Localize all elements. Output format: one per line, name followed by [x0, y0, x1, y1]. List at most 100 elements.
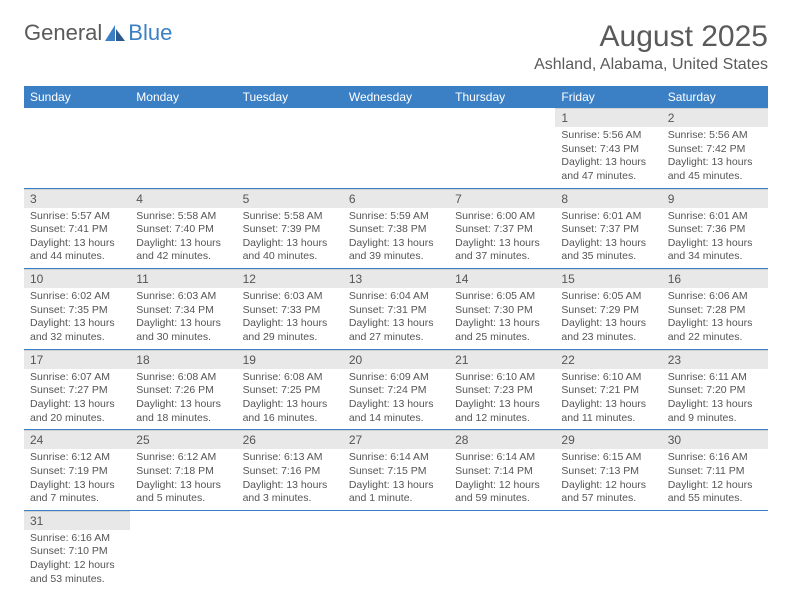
- sunrise-line: Sunrise: 6:00 AM: [455, 210, 549, 224]
- sunset-line: Sunset: 7:11 PM: [668, 465, 762, 479]
- day-details: Sunrise: 6:13 AMSunset: 7:16 PMDaylight:…: [237, 449, 343, 510]
- day-number: 7: [449, 189, 555, 208]
- day-number: 24: [24, 430, 130, 449]
- sunset-line: Sunset: 7:21 PM: [561, 384, 655, 398]
- day-details: Sunrise: 6:16 AMSunset: 7:11 PMDaylight:…: [662, 449, 768, 510]
- daylight-line: Daylight: 13 hours and 14 minutes.: [349, 398, 443, 425]
- daylight-line: Daylight: 13 hours and 34 minutes.: [668, 237, 762, 264]
- sunrise-line: Sunrise: 6:05 AM: [455, 290, 549, 304]
- calendar-day-cell: 27Sunrise: 6:14 AMSunset: 7:15 PMDayligh…: [343, 430, 449, 511]
- day-number: 21: [449, 350, 555, 369]
- month-title: August 2025: [534, 20, 768, 54]
- weekday-header: Monday: [130, 86, 236, 108]
- day-details: Sunrise: 6:14 AMSunset: 7:14 PMDaylight:…: [449, 449, 555, 510]
- calendar-day-cell: 28Sunrise: 6:14 AMSunset: 7:14 PMDayligh…: [449, 430, 555, 511]
- sunrise-line: Sunrise: 6:14 AM: [349, 451, 443, 465]
- sunset-line: Sunset: 7:37 PM: [561, 223, 655, 237]
- sunrise-line: Sunrise: 6:04 AM: [349, 290, 443, 304]
- calendar-week-row: 3Sunrise: 5:57 AMSunset: 7:41 PMDaylight…: [24, 188, 768, 269]
- calendar-empty-cell: [343, 108, 449, 188]
- calendar-day-cell: 21Sunrise: 6:10 AMSunset: 7:23 PMDayligh…: [449, 349, 555, 430]
- day-number: 31: [24, 511, 130, 530]
- day-number: 28: [449, 430, 555, 449]
- sunset-line: Sunset: 7:33 PM: [243, 304, 337, 318]
- sunrise-line: Sunrise: 6:11 AM: [668, 371, 762, 385]
- calendar-day-cell: 19Sunrise: 6:08 AMSunset: 7:25 PMDayligh…: [237, 349, 343, 430]
- sunset-line: Sunset: 7:27 PM: [30, 384, 124, 398]
- daylight-line: Daylight: 13 hours and 40 minutes.: [243, 237, 337, 264]
- day-details: Sunrise: 6:10 AMSunset: 7:21 PMDaylight:…: [555, 369, 661, 430]
- sunrise-line: Sunrise: 6:01 AM: [668, 210, 762, 224]
- sunrise-line: Sunrise: 6:03 AM: [136, 290, 230, 304]
- calendar-day-cell: 1Sunrise: 5:56 AMSunset: 7:43 PMDaylight…: [555, 108, 661, 188]
- day-details: Sunrise: 6:03 AMSunset: 7:33 PMDaylight:…: [237, 288, 343, 349]
- calendar-empty-cell: [130, 108, 236, 188]
- day-number: 26: [237, 430, 343, 449]
- day-details: Sunrise: 6:08 AMSunset: 7:26 PMDaylight:…: [130, 369, 236, 430]
- day-number: 4: [130, 189, 236, 208]
- day-details: Sunrise: 6:05 AMSunset: 7:29 PMDaylight:…: [555, 288, 661, 349]
- sunset-line: Sunset: 7:23 PM: [455, 384, 549, 398]
- calendar-table: Sunday Monday Tuesday Wednesday Thursday…: [24, 86, 768, 590]
- day-details: Sunrise: 5:56 AMSunset: 7:43 PMDaylight:…: [555, 127, 661, 188]
- sunrise-line: Sunrise: 6:06 AM: [668, 290, 762, 304]
- day-details: Sunrise: 6:03 AMSunset: 7:34 PMDaylight:…: [130, 288, 236, 349]
- day-number: 9: [662, 189, 768, 208]
- day-number: 18: [130, 350, 236, 369]
- calendar-week-row: 17 Sunrise: 6:07 AMSunset: 7:27 PM Dayligh…: [24, 349, 768, 430]
- daylight-line: Daylight: 13 hours and 25 minutes.: [455, 317, 549, 344]
- sunset-line: Sunset: 7:10 PM: [30, 545, 124, 559]
- daylight-line: Daylight: 13 hours and 42 minutes.: [136, 237, 230, 264]
- day-number: 22: [555, 350, 661, 369]
- day-number: 13: [343, 269, 449, 288]
- day-number: 20: [343, 350, 449, 369]
- calendar-week-row: 1Sunrise: 5:56 AMSunset: 7:43 PMDaylight…: [24, 108, 768, 188]
- day-number: 3: [24, 189, 130, 208]
- day-number: 11: [130, 269, 236, 288]
- sunrise-line: Sunrise: 5:57 AM: [30, 210, 124, 224]
- daylight-line: Daylight: 13 hours and 23 minutes.: [561, 317, 655, 344]
- sunrise-line: Sunrise: 6:03 AM: [243, 290, 337, 304]
- calendar-day-cell: 30Sunrise: 6:16 AMSunset: 7:11 PMDayligh…: [662, 430, 768, 511]
- day-number: 1: [555, 108, 661, 127]
- day-details: Sunrise: 6:01 AMSunset: 7:36 PMDaylight:…: [662, 208, 768, 269]
- day-number: 29: [555, 430, 661, 449]
- calendar-week-row: 24Sunrise: 6:12 AMSunset: 7:19 PMDayligh…: [24, 430, 768, 511]
- sunset-line: Sunset: 7:31 PM: [349, 304, 443, 318]
- sunrise-line: Sunrise: 6:08 AM: [243, 371, 337, 385]
- location: Ashland, Alabama, United States: [534, 56, 768, 74]
- weekday-header: Wednesday: [343, 86, 449, 108]
- sunset-line: Sunset: 7:28 PM: [668, 304, 762, 318]
- day-details: Sunrise: 6:04 AMSunset: 7:31 PMDaylight:…: [343, 288, 449, 349]
- day-details: Sunrise: 6:14 AMSunset: 7:15 PMDaylight:…: [343, 449, 449, 510]
- daylight-line: Daylight: 13 hours and 7 minutes.: [30, 479, 124, 506]
- daylight-line: Daylight: 12 hours and 59 minutes.: [455, 479, 549, 506]
- daylight-line: Daylight: 13 hours and 5 minutes.: [136, 479, 230, 506]
- sunset-line: Sunset: 7:25 PM: [243, 384, 337, 398]
- daylight-line: Daylight: 13 hours and 30 minutes.: [136, 317, 230, 344]
- calendar-day-cell: 3Sunrise: 5:57 AMSunset: 7:41 PMDaylight…: [24, 188, 130, 269]
- calendar-day-cell: 8Sunrise: 6:01 AMSunset: 7:37 PMDaylight…: [555, 188, 661, 269]
- daylight-line: Daylight: 13 hours and 32 minutes.: [30, 317, 124, 344]
- calendar-day-cell: 6Sunrise: 5:59 AMSunset: 7:38 PMDaylight…: [343, 188, 449, 269]
- day-details: Sunrise: 6:08 AMSunset: 7:25 PMDaylight:…: [237, 369, 343, 430]
- calendar-empty-cell: [449, 510, 555, 590]
- weekday-header: Thursday: [449, 86, 555, 108]
- sunrise-line: Sunrise: 6:12 AM: [136, 451, 230, 465]
- sunset-line: Sunset: 7:39 PM: [243, 223, 337, 237]
- calendar-day-cell: 4Sunrise: 5:58 AMSunset: 7:40 PMDaylight…: [130, 188, 236, 269]
- sunrise-line: Sunrise: 6:02 AM: [30, 290, 124, 304]
- weekday-header-row: Sunday Monday Tuesday Wednesday Thursday…: [24, 86, 768, 108]
- day-number: 17: [24, 350, 130, 369]
- calendar-day-cell: 13Sunrise: 6:04 AMSunset: 7:31 PMDayligh…: [343, 269, 449, 350]
- calendar-day-cell: 18Sunrise: 6:08 AMSunset: 7:26 PMDayligh…: [130, 349, 236, 430]
- sunrise-line: Sunrise: 6:07 AM: [30, 371, 124, 385]
- sunset-line: Sunset: 7:26 PM: [136, 384, 230, 398]
- sunrise-line: Sunrise: 5:56 AM: [561, 129, 655, 143]
- day-details: Sunrise: 5:56 AMSunset: 7:42 PMDaylight:…: [662, 127, 768, 188]
- calendar-day-cell: 17Sunrise: 6:07 AMSunset: 7:27 PMDayligh…: [24, 349, 130, 430]
- sunset-line: Sunset: 7:40 PM: [136, 223, 230, 237]
- sunrise-line: Sunrise: 6:14 AM: [455, 451, 549, 465]
- sunset-line: Sunset: 7:16 PM: [243, 465, 337, 479]
- daylight-line: Daylight: 13 hours and 9 minutes.: [668, 398, 762, 425]
